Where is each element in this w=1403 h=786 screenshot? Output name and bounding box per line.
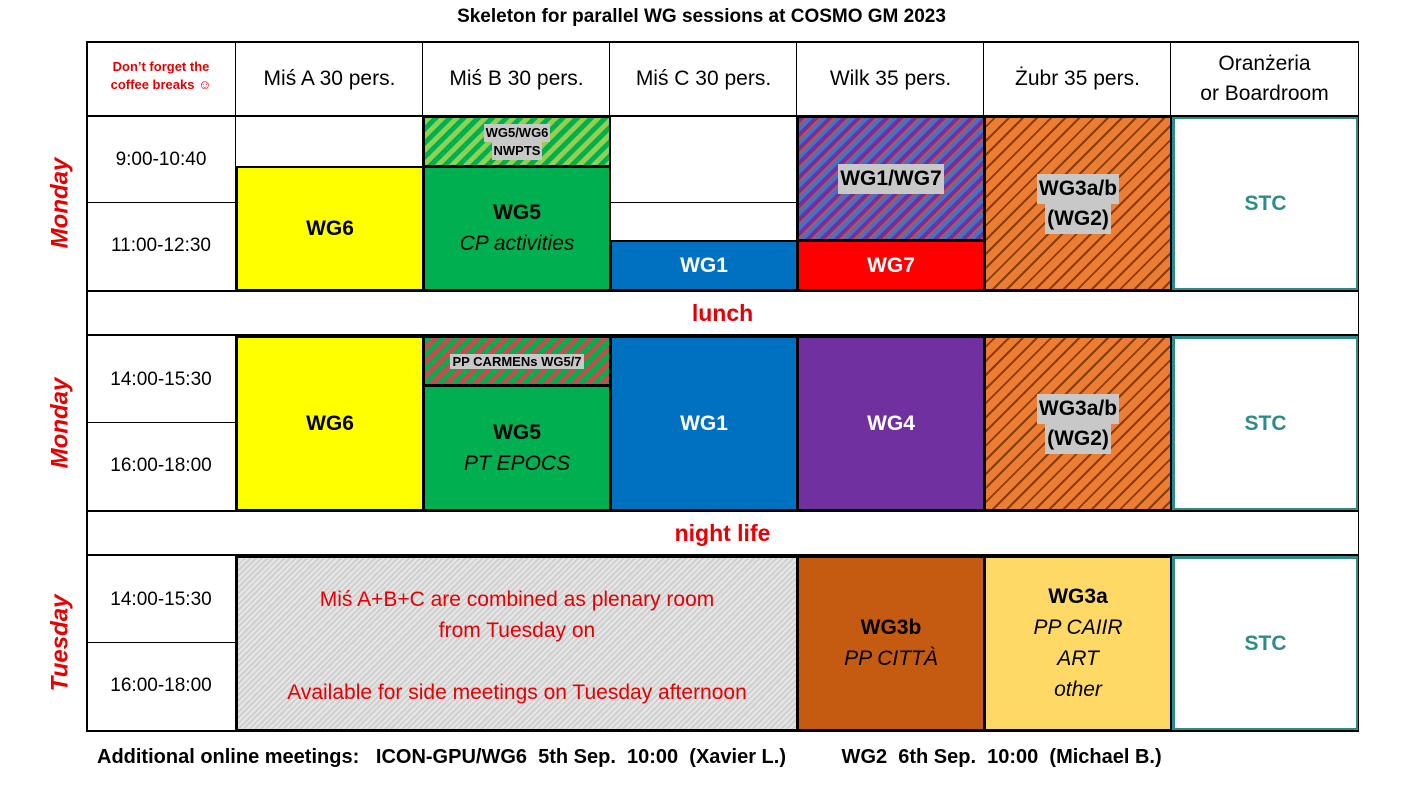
session-sublabel: PP CITTÀ (844, 647, 938, 670)
session-stc-tuesday: STC (1172, 556, 1359, 731)
grid-line (983, 41, 984, 291)
room-header-oranzeria-line-2: or Boardroom (1200, 82, 1329, 105)
session-sublabel-1: PP CAIIR (1033, 616, 1123, 639)
room-header-wilk: Wilk 35 pers. (829, 67, 952, 90)
session-wg5-pt-epocs: WG5 PT EPOCS (423, 385, 611, 511)
grid-line (86, 115, 1359, 117)
grid-line (235, 555, 236, 731)
day-label-tuesday: Tuesday (46, 594, 73, 692)
session-label: WG1/WG7 (838, 163, 944, 194)
grid-line (86, 41, 88, 732)
session-label-line-1: WG3a/b (1036, 393, 1120, 424)
room-header-zubr: Żubr 35 pers. (1015, 67, 1140, 90)
coffee-note-line-2: coffee breaks ☺ (110, 77, 212, 92)
grid-line (1358, 41, 1359, 732)
session-label-line-2: NWPTS (491, 141, 543, 160)
session-wg6-morning: WG6 (236, 166, 424, 291)
session-wg3ab-morning: WG3a/b (WG2) (984, 116, 1172, 291)
session-stc-morning: STC (1172, 116, 1359, 291)
session-sublabel: CP activities (459, 232, 575, 255)
lunch-separator: lunch (691, 299, 754, 326)
grid-line (86, 202, 236, 203)
session-sublabel: PT EPOCS (463, 451, 571, 475)
session-label-line-1: WG5/WG6 (483, 123, 551, 142)
day-label-monday-afternoon: Monday (46, 377, 74, 469)
grid-line (86, 554, 1359, 556)
session-wg1-wg7: WG1/WG7 (797, 116, 985, 241)
grid-line (86, 642, 236, 643)
session-wg7: WG7 (797, 240, 985, 291)
session-wg3ab-afternoon: WG3a/b (WG2) (984, 336, 1172, 511)
session-label-line-2: (WG2) (1045, 203, 1111, 234)
session-label: WG5 (493, 420, 541, 444)
time-slot-4: 16:00-18:00 (110, 455, 212, 476)
plenary-room-notice: Miś A+B+C are combined as plenary room f… (236, 556, 798, 731)
plenary-line-2: from Tuesday on (438, 619, 596, 642)
session-label: PP CARMENs WG5/7 (450, 353, 584, 369)
grid-line (86, 290, 1359, 292)
grid-line (235, 41, 236, 291)
session-label: WG6 (306, 411, 354, 435)
session-label-line-2: (WG2) (1045, 423, 1111, 454)
room-header-mis-b: Miś B 30 pers. (449, 67, 584, 90)
plenary-line-1: Miś A+B+C are combined as plenary room (319, 588, 715, 611)
session-stc-afternoon: STC (1172, 336, 1359, 511)
time-slot-5: 14:00-15:30 (110, 589, 212, 610)
session-label: WG3a (1048, 585, 1108, 608)
coffee-note-line-1: Don’t forget the (112, 59, 210, 74)
session-label: WG6 (306, 216, 354, 240)
grid-line (1170, 41, 1171, 116)
session-wg1-morning: WG1 (610, 240, 798, 291)
time-slot-2: 11:00-12:30 (110, 235, 211, 256)
session-wg3a: WG3a PP CAIIR ART other (984, 556, 1172, 731)
grid-line (235, 335, 236, 511)
room-header-mis-a: Miś A 30 pers. (263, 67, 396, 90)
room-header-oranzeria: Oranżeria or Boardroom (1171, 42, 1358, 116)
grid-line (86, 334, 1359, 336)
session-label: WG5 (493, 201, 541, 224)
session-wg4: WG4 (797, 336, 985, 511)
page-title: Skeleton for parallel WG sessions at COS… (457, 6, 946, 27)
session-wg1-afternoon: WG1 (610, 336, 798, 511)
room-header-mis-c: Miś C 30 pers. (635, 67, 772, 90)
plenary-line-3: Available for side meetings on Tuesday a… (287, 681, 747, 704)
grid-line (86, 422, 236, 423)
grid-line (86, 510, 1359, 512)
time-slot-1: 9:00-10:40 (115, 149, 207, 170)
additional-meetings-footer: Additional online meetings: ICON-GPU/WG6… (97, 746, 1162, 768)
grid-line (610, 202, 798, 203)
session-label: WG1 (680, 411, 728, 435)
session-label: WG1 (680, 253, 728, 277)
session-label: WG7 (867, 253, 915, 277)
time-slot-3: 14:00-15:30 (110, 369, 212, 390)
session-sublabel-2: ART (1057, 647, 1099, 670)
day-label-monday-morning: Monday (46, 157, 74, 249)
session-label-line-1: WG3a/b (1036, 173, 1120, 204)
session-wg3b: WG3b PP CITTÀ (797, 556, 985, 731)
session-wg6-afternoon: WG6 (236, 336, 424, 511)
session-wg5-wg6-nwpts: WG5/WG6 NWPTS (423, 116, 611, 167)
grid-line (609, 41, 610, 291)
time-slot-6: 16:00-18:00 (110, 675, 212, 696)
grid-line (86, 41, 1359, 43)
coffee-break-note: Don’t forget the coffee breaks ☺ (87, 58, 235, 94)
session-sublabel-3: other (1054, 678, 1102, 701)
session-label: WG3b (860, 616, 922, 639)
grid-line (422, 41, 423, 291)
session-wg5-cp-activities: WG5 CP activities (423, 166, 611, 291)
room-header-oranzeria-line-1: Oranżeria (1218, 52, 1311, 75)
session-pp-carmens: PP CARMENs WG5/7 (423, 336, 611, 386)
grid-line (236, 166, 424, 167)
night-life-separator: night life (674, 519, 771, 546)
session-label: WG4 (867, 411, 915, 435)
grid-line (796, 41, 797, 291)
grid-line (86, 730, 1359, 732)
